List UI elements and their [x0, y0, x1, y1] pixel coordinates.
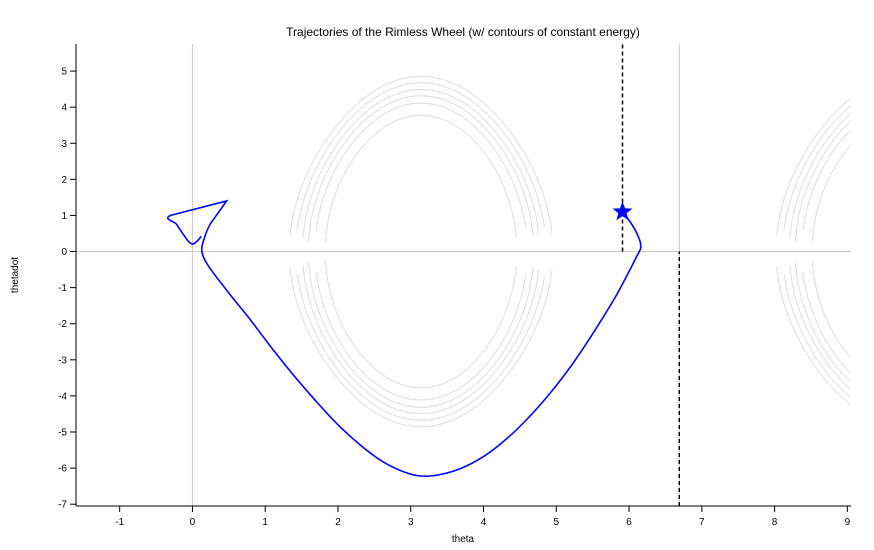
energy-contour-1-5: [776, 266, 851, 406]
y-tick-label: -6: [58, 464, 67, 475]
y-tick-label: 1: [61, 211, 67, 222]
x-tick-label: 7: [699, 517, 705, 528]
x-tick-label: 3: [408, 517, 414, 528]
energy-contour-0-2: [308, 262, 534, 408]
reference-lines: [76, 44, 851, 506]
energy-contour-0-3: [302, 264, 540, 414]
x-tick-label: 8: [772, 517, 778, 528]
y-tick-label: 2: [61, 175, 67, 186]
energy-contour-1-2: [794, 262, 851, 383]
x-axis-label: theta: [452, 534, 475, 545]
y-axis-label: thetadot: [10, 257, 21, 293]
chart-title: Trajectories of the Rimless Wheel (w/ co…: [286, 25, 640, 39]
energy-contour-1-4: [783, 104, 851, 230]
x-tick-label: 1: [262, 517, 268, 528]
marker-group: [612, 201, 633, 221]
y-tick-label: 0: [61, 247, 67, 258]
x-tick-label: 9: [845, 517, 851, 528]
energy-contour-1-1: [802, 272, 851, 375]
y-tick-label: -4: [58, 391, 67, 402]
energy-contour-0-5: [289, 266, 553, 428]
energy-contour-1-4: [783, 274, 851, 399]
trajectory-group: [166, 199, 642, 477]
energy-contour-0-0: [324, 114, 517, 243]
energy-contour-0-1: [315, 102, 527, 232]
energy-contour-1-5: [776, 97, 851, 237]
star-marker: [612, 201, 633, 221]
x-tick-label: 4: [481, 517, 487, 528]
y-tick-label: -1: [58, 283, 67, 294]
y-tick-label: -7: [58, 500, 67, 511]
axes: -1 0 1 2 3 4 5 6 7 8 9 -7 -6 -5 -4 -3 -2 -1 0 1 2 3 4 5: [58, 44, 851, 528]
x-tick-label: 6: [626, 517, 632, 528]
y-tick-label: -3: [58, 355, 67, 366]
energy-contour-0-4: [296, 82, 545, 230]
x-tick-label: 5: [554, 517, 560, 528]
energy-contour-1-3: [789, 264, 851, 391]
x-tick-label: 2: [335, 517, 341, 528]
energy-contour-0-4: [296, 274, 545, 421]
energy-contour-1-3: [789, 112, 851, 239]
energy-contour-1-2: [794, 120, 851, 242]
energy-contour-0-0: [324, 260, 517, 389]
energy-contour-1-0: [811, 260, 851, 359]
energy-contour-0-2: [308, 95, 534, 242]
trajectory-line: [166, 199, 642, 477]
energy-contour-1-1: [802, 128, 851, 232]
energy-contour-0-3: [302, 89, 540, 239]
x-tick-label: -1: [115, 517, 124, 528]
x-tick-label: 0: [190, 517, 196, 528]
y-tick-label: -5: [58, 428, 67, 439]
energy-contour-0-5: [289, 75, 553, 237]
dashed-lines: [621, 44, 681, 506]
y-tick-label: 3: [61, 139, 67, 150]
y-tick-label: -2: [58, 319, 67, 330]
y-tick-label: 5: [61, 67, 67, 78]
energy-contour-0-1: [315, 272, 527, 401]
energy-contour-1-0: [811, 144, 851, 243]
energy-contours: [289, 75, 851, 428]
y-tick-label: 4: [61, 103, 67, 114]
